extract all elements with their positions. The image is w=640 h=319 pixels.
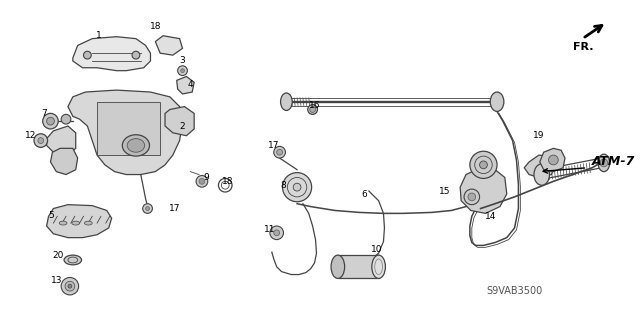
Polygon shape	[47, 205, 111, 238]
Text: 15: 15	[439, 187, 451, 196]
Text: 18: 18	[222, 177, 234, 186]
Text: 10: 10	[371, 245, 383, 254]
Text: 11: 11	[264, 226, 276, 234]
Circle shape	[464, 189, 479, 205]
Ellipse shape	[282, 173, 312, 202]
Circle shape	[270, 226, 284, 240]
Polygon shape	[156, 36, 182, 55]
Text: 2: 2	[180, 122, 186, 130]
Ellipse shape	[64, 255, 81, 265]
Circle shape	[548, 155, 558, 165]
Text: 8: 8	[280, 181, 286, 190]
Ellipse shape	[72, 221, 79, 225]
Text: 16: 16	[308, 101, 320, 110]
Text: 3: 3	[180, 56, 186, 65]
Polygon shape	[460, 168, 507, 213]
Text: ATM-7: ATM-7	[592, 155, 636, 168]
Ellipse shape	[122, 135, 150, 156]
Ellipse shape	[598, 154, 610, 172]
Circle shape	[61, 278, 79, 295]
Circle shape	[143, 204, 152, 213]
Bar	[97, 102, 160, 155]
Circle shape	[146, 207, 150, 211]
Text: FR.: FR.	[573, 41, 593, 52]
Circle shape	[276, 149, 282, 155]
Ellipse shape	[331, 255, 345, 278]
Text: 7: 7	[41, 109, 47, 118]
Circle shape	[83, 51, 92, 59]
Text: 13: 13	[51, 276, 62, 285]
Text: 17: 17	[268, 141, 280, 150]
Ellipse shape	[490, 92, 504, 111]
Circle shape	[274, 146, 285, 158]
Polygon shape	[165, 107, 194, 136]
Text: 19: 19	[533, 131, 545, 140]
Circle shape	[196, 175, 208, 187]
Bar	[338, 255, 379, 278]
Circle shape	[274, 230, 280, 236]
Text: 6: 6	[361, 190, 367, 199]
Circle shape	[178, 66, 188, 76]
Polygon shape	[524, 155, 556, 177]
Ellipse shape	[293, 183, 301, 191]
Polygon shape	[47, 126, 76, 155]
Circle shape	[47, 117, 54, 125]
Text: S9VAB3500: S9VAB3500	[486, 286, 543, 296]
Circle shape	[180, 69, 184, 73]
Polygon shape	[73, 37, 150, 71]
Circle shape	[310, 107, 316, 112]
Polygon shape	[177, 77, 194, 94]
Ellipse shape	[372, 255, 385, 278]
Text: 14: 14	[484, 212, 496, 221]
Circle shape	[132, 51, 140, 59]
Text: 4: 4	[188, 80, 193, 89]
Ellipse shape	[127, 139, 145, 152]
Circle shape	[468, 193, 476, 201]
Ellipse shape	[280, 93, 292, 110]
Polygon shape	[68, 90, 182, 174]
Circle shape	[65, 281, 75, 291]
Text: 12: 12	[26, 131, 36, 140]
Text: 5: 5	[49, 211, 54, 220]
Circle shape	[43, 113, 58, 129]
Polygon shape	[540, 148, 565, 172]
Ellipse shape	[84, 221, 92, 225]
Ellipse shape	[60, 221, 67, 225]
Circle shape	[34, 134, 47, 147]
Ellipse shape	[470, 151, 497, 178]
Text: 20: 20	[52, 251, 64, 260]
Polygon shape	[51, 148, 77, 174]
Text: 17: 17	[169, 204, 180, 213]
Ellipse shape	[479, 161, 487, 169]
Circle shape	[38, 138, 44, 144]
Text: 1: 1	[96, 31, 102, 40]
Circle shape	[600, 159, 608, 167]
Ellipse shape	[308, 105, 317, 114]
Circle shape	[199, 178, 205, 184]
Circle shape	[68, 284, 72, 288]
Text: 9: 9	[203, 173, 209, 182]
Circle shape	[61, 114, 71, 124]
Text: 18: 18	[150, 21, 161, 31]
Ellipse shape	[534, 164, 550, 185]
